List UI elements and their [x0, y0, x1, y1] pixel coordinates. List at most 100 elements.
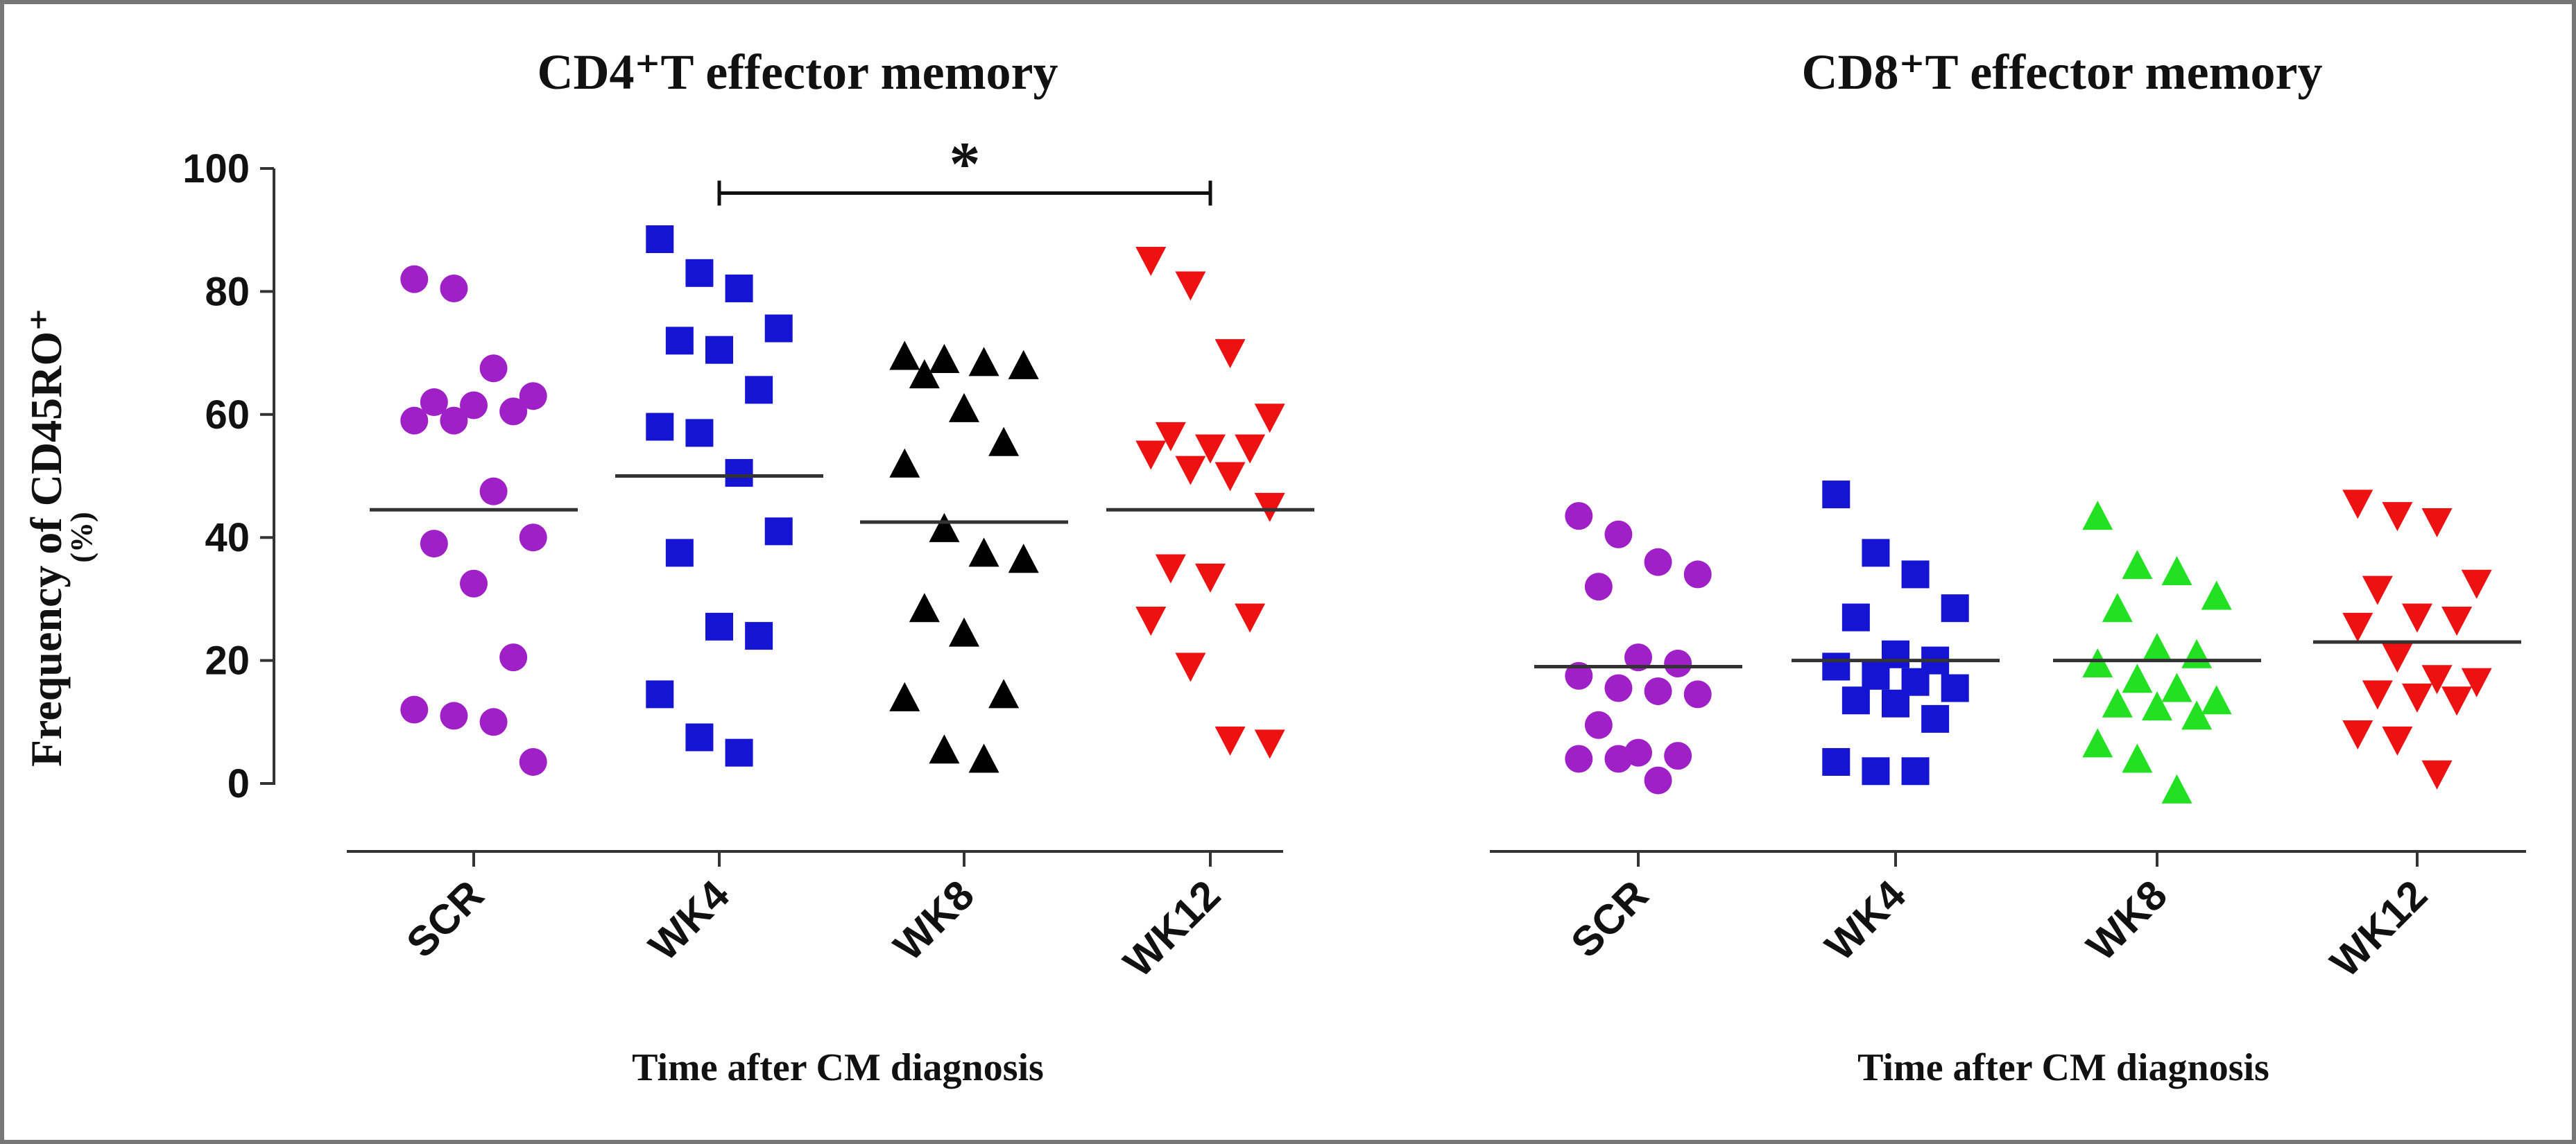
data-point-wk4: [1941, 674, 1969, 702]
data-point-wk8: [949, 392, 979, 422]
cd4-x-axis-title: Time after CM diagnosis: [632, 1046, 1044, 1089]
data-point-wk8: [2122, 743, 2153, 773]
data-point-scr: [440, 702, 468, 730]
data-point-scr: [1565, 745, 1593, 773]
data-point-wk8: [2142, 632, 2172, 662]
data-point-wk8: [968, 347, 999, 376]
data-point-wk8: [2161, 673, 2192, 702]
data-point-wk12: [2421, 665, 2453, 695]
significance-star: *: [950, 130, 981, 198]
data-point-wk4: [1841, 603, 1870, 632]
data-point-scr: [400, 695, 429, 724]
data-point-wk8: [2122, 550, 2153, 580]
data-point-scr: [1683, 680, 1712, 709]
data-point-wk8: [909, 593, 940, 623]
data-point-scr: [479, 477, 508, 505]
data-point-wk12: [2441, 606, 2473, 636]
data-point-wk12: [1135, 247, 1167, 277]
data-point-wk8: [2082, 728, 2113, 758]
y-tick-label: 20: [205, 639, 250, 684]
data-point-scr: [1565, 661, 1593, 690]
data-point-wk4: [685, 723, 714, 752]
data-point-scr: [519, 523, 547, 552]
data-point-scr: [519, 747, 547, 776]
data-point-wk8: [2102, 593, 2133, 623]
data-point-wk12: [1254, 729, 1285, 759]
data-point-wk4: [1882, 689, 1909, 718]
data-point-scr: [420, 388, 448, 417]
data-point-wk12: [2461, 569, 2492, 599]
data-point-wk4: [725, 738, 753, 767]
data-point-wk4: [725, 459, 753, 487]
data-point-wk4: [685, 259, 714, 287]
data-point-wk4: [705, 612, 733, 641]
data-point-scr: [400, 265, 429, 293]
data-point-scr: [1604, 745, 1633, 773]
data-point-wk4: [745, 622, 773, 650]
data-point-wk12: [2362, 575, 2393, 605]
data-point-wk4: [1862, 661, 1890, 690]
data-point-wk8: [968, 537, 999, 567]
data-point-wk12: [2382, 726, 2413, 756]
data-point-wk12: [1175, 456, 1206, 485]
data-point-wk4: [1822, 747, 1851, 776]
data-point-wk12: [1195, 434, 1226, 464]
data-point-wk4: [705, 336, 733, 364]
data-point-wk12: [2382, 502, 2413, 532]
data-point-scr: [499, 643, 528, 672]
data-point-scr: [1604, 520, 1633, 548]
data-point-wk8: [2102, 688, 2133, 718]
data-point-wk8: [2201, 580, 2232, 610]
data-point-wk12: [2362, 680, 2393, 710]
data-point-wk12: [1214, 726, 1246, 756]
data-point-wk12: [1214, 339, 1246, 369]
data-point-scr: [1644, 766, 1672, 795]
data-point-wk8: [949, 617, 979, 647]
data-point-wk12: [2342, 720, 2373, 750]
data-point-wk8: [2181, 700, 2213, 730]
data-point-wk4: [665, 327, 694, 355]
data-point-wk4: [1921, 704, 1950, 733]
data-point-wk12: [2461, 668, 2492, 697]
data-point-wk12: [2402, 683, 2432, 713]
data-point-wk8: [929, 734, 960, 764]
data-point-wk12: [1175, 271, 1206, 301]
data-point-wk12: [2382, 643, 2413, 673]
data-point-wk4: [764, 314, 793, 343]
significance-bracket: [717, 180, 1212, 206]
data-point-wk12: [2342, 489, 2373, 519]
data-point-scr: [440, 406, 468, 435]
data-point-wk12: [1214, 462, 1246, 492]
data-point-wk12: [1195, 563, 1226, 593]
data-point-wk12: [1175, 652, 1206, 682]
data-point-wk12: [1135, 440, 1167, 470]
y-tick-label: 100: [182, 146, 250, 191]
data-point-wk12: [1135, 606, 1167, 636]
data-point-wk4: [1941, 594, 1969, 623]
data-point-wk12: [1155, 554, 1186, 584]
data-point-wk8: [2082, 648, 2113, 678]
data-point-scr: [420, 530, 448, 558]
data-point-wk12: [1254, 492, 1285, 522]
y-tick-label: 40: [205, 515, 250, 560]
data-point-wk8: [889, 682, 920, 711]
data-point-wk8: [2161, 555, 2192, 585]
data-point-wk12: [2441, 686, 2473, 716]
data-point-wk8: [929, 512, 960, 542]
data-point-scr: [1664, 742, 1692, 770]
data-point-scr: [440, 274, 468, 302]
data-point-wk8: [988, 679, 1020, 709]
data-point-scr: [1644, 548, 1672, 576]
data-point-wk4: [1862, 757, 1890, 786]
data-point-scr: [460, 391, 488, 419]
y-axis-label: Frequency of CD45RO⁺: [22, 308, 71, 767]
data-point-scr: [460, 569, 488, 598]
data-point-wk4: [646, 225, 674, 254]
data-point-wk4: [764, 517, 793, 546]
data-point-wk12: [1254, 404, 1285, 433]
data-point-wk8: [988, 426, 1020, 456]
data-point-scr: [1644, 677, 1672, 705]
data-point-scr: [1565, 502, 1593, 530]
